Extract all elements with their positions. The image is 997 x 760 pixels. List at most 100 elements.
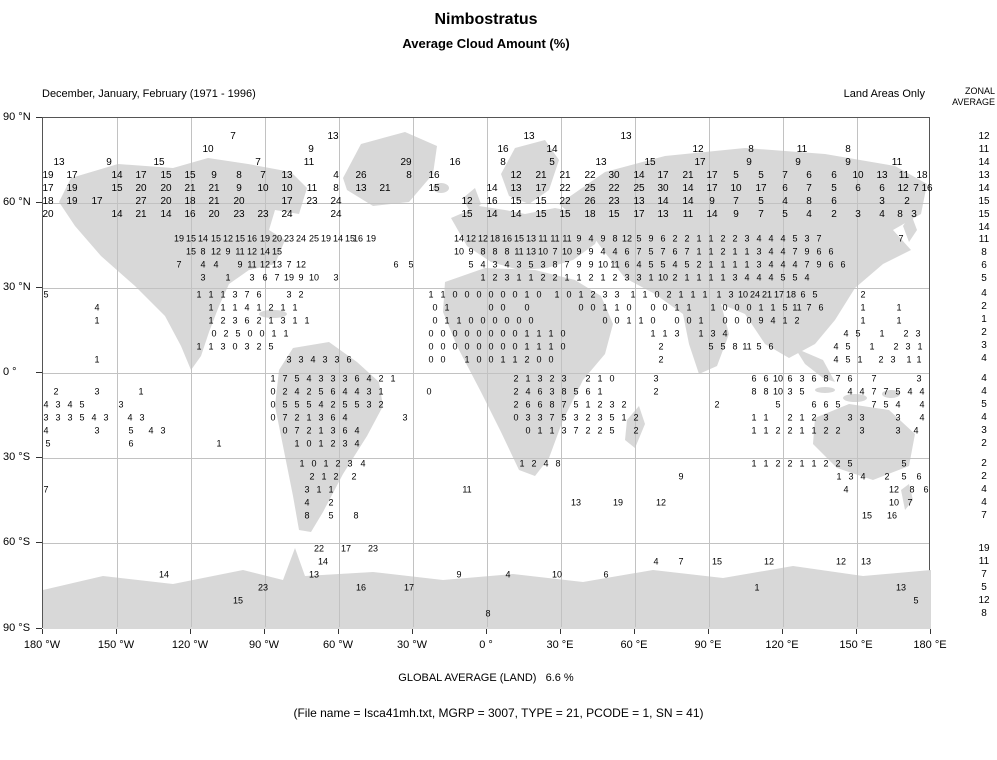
grid-value: 9 (795, 157, 801, 168)
grid-value: 4 (919, 386, 925, 397)
y-axis-tick (36, 117, 42, 118)
grid-value: 1 (519, 458, 525, 469)
grid-value: 23 (283, 233, 295, 244)
grid-value: 5 (845, 354, 851, 365)
grid-value: 1 (294, 438, 300, 449)
grid-value: 10 (308, 272, 320, 283)
grid-value: 0 (259, 328, 265, 339)
zonal-average-value: 7 (981, 510, 987, 521)
grid-value: 7 (282, 412, 288, 423)
grid-value: 5 (775, 399, 781, 410)
grid-value: 4 (354, 438, 360, 449)
grid-value: 13 (570, 497, 582, 508)
x-axis-tick (708, 629, 709, 634)
grid-value: 1 (306, 412, 312, 423)
grid-value: 4 (804, 272, 810, 283)
grid-value: 3 (879, 196, 885, 207)
y-axis-label: 90 °S (3, 622, 31, 634)
zonal-average-header: ZONAL AVERAGE (935, 86, 997, 108)
grid-value: 8 (909, 484, 915, 495)
grid-value: 21 (379, 183, 391, 194)
grid-value: 10 (737, 289, 749, 300)
grid-value: 4 (780, 246, 786, 257)
grid-value: 6 (330, 412, 336, 423)
grid-value: 6 (879, 183, 885, 194)
grid-value: 4 (895, 399, 901, 410)
grid-value: 1 (196, 289, 202, 300)
grid-value: 18 (584, 209, 596, 220)
grid-value: 8 (492, 246, 498, 257)
grid-value: 0 (232, 341, 238, 352)
grid-value: 4 (636, 259, 642, 270)
x-axis-label: 120 °W (171, 639, 209, 651)
grid-value: 7 (636, 246, 642, 257)
grid-value: 2 (351, 471, 357, 482)
grid-value: 4 (318, 399, 324, 410)
grid-value: 15 (185, 246, 197, 257)
grid-value: 17 (694, 157, 706, 168)
grid-value: 2 (306, 425, 312, 436)
grid-value: 10 (453, 246, 465, 257)
grid-value: 10 (257, 183, 269, 194)
gridline-vertical (709, 118, 710, 627)
grid-value: 2 (294, 412, 300, 423)
gridline-vertical (857, 118, 858, 627)
grid-value: 3 (573, 412, 579, 423)
x-axis-label: 90 °E (694, 639, 722, 651)
grid-value: 1 (321, 471, 327, 482)
grid-value: 3 (624, 272, 630, 283)
gridline-horizontal (43, 203, 929, 204)
gridline-vertical (339, 118, 340, 627)
grid-value: 2 (787, 458, 793, 469)
grid-value: 21 (559, 170, 571, 181)
grid-value: 23 (257, 582, 269, 593)
grid-value: 0 (428, 341, 434, 352)
grid-value: 5 (780, 272, 786, 283)
grid-value: 1 (536, 341, 542, 352)
y-axis-label: 60 °N (3, 196, 31, 208)
grid-value: 1 (220, 289, 226, 300)
grid-value: 1 (836, 471, 842, 482)
grid-value: 0 (211, 328, 217, 339)
grid-value: 1 (698, 315, 704, 326)
grid-value: 4 (768, 233, 774, 244)
grid-value: 7 (552, 246, 558, 257)
grid-value: 1 (696, 233, 702, 244)
grid-value: 13 (595, 157, 607, 168)
landmass-south-america (275, 342, 383, 532)
x-axis-tick (338, 629, 339, 634)
grid-value: 3 (94, 386, 100, 397)
grid-value: 3 (916, 373, 922, 384)
grid-value: 11 (742, 341, 752, 352)
grid-value: 25 (584, 183, 596, 194)
grid-value: 15 (535, 209, 547, 220)
grid-value: 23 (233, 209, 245, 220)
zonal-average-value: 8 (981, 247, 987, 258)
grid-value: 15 (535, 196, 547, 207)
grid-value: 5 (342, 399, 348, 410)
grid-value: 2 (612, 272, 618, 283)
landmass-greenland (343, 132, 437, 206)
grid-value: 16 (486, 196, 498, 207)
grid-value: 1 (896, 302, 902, 313)
grid-value: 3 (890, 354, 896, 365)
grid-value: 11 (610, 259, 620, 270)
grid-value: 5 (573, 399, 579, 410)
x-axis-tick (930, 629, 931, 634)
grid-value: 2 (775, 458, 781, 469)
grid-value: 1 (621, 412, 627, 423)
grid-value: 1 (708, 272, 714, 283)
grid-value: 1 (662, 328, 668, 339)
x-axis-label: 180 °E (913, 639, 947, 651)
x-axis-label: 30 °W (396, 639, 428, 651)
grid-value: 1 (548, 341, 554, 352)
grid-value: 0 (650, 302, 656, 313)
grid-value: 24 (295, 233, 307, 244)
grid-value: 23 (367, 543, 379, 554)
grid-value: 0 (525, 425, 531, 436)
grid-value: 11 (538, 233, 548, 244)
grid-value: 2 (378, 373, 384, 384)
grid-value: 6 (828, 246, 834, 257)
grid-value: 5 (294, 399, 300, 410)
gridline-vertical (413, 118, 414, 627)
